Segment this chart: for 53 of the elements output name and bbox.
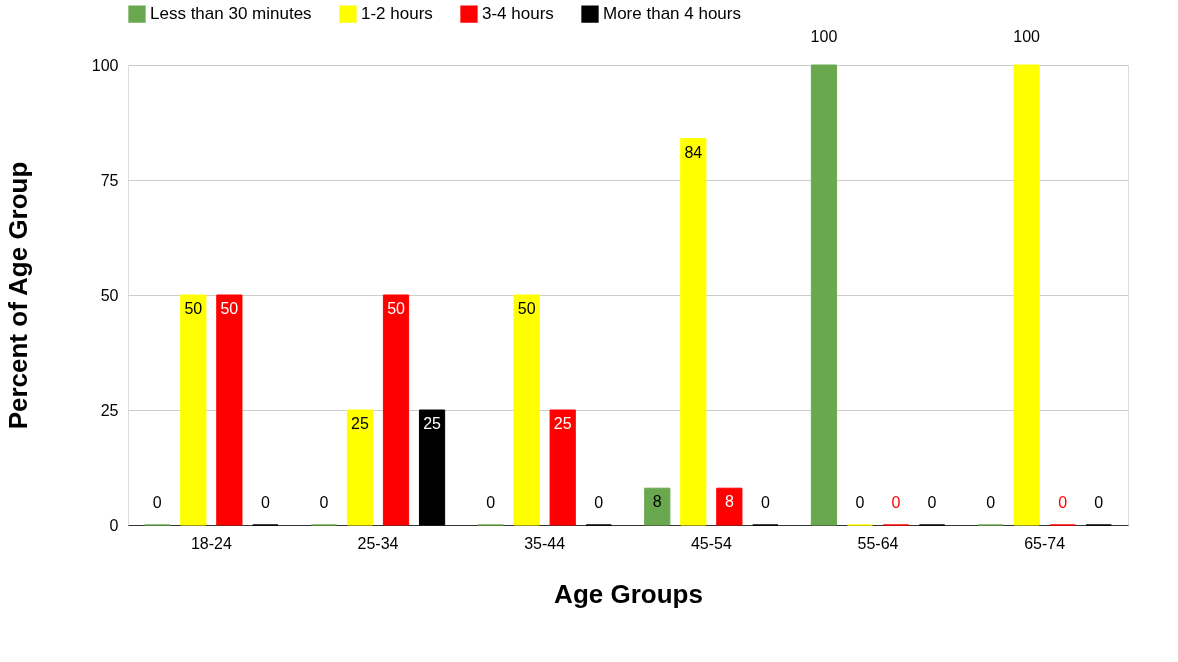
bar bbox=[680, 138, 707, 526]
data-label: 50 bbox=[387, 300, 406, 317]
data-label: 0 bbox=[855, 494, 865, 511]
bar bbox=[810, 64, 838, 526]
y-axis-title: Percent of Age Group bbox=[2, 161, 33, 430]
data-label: 0 bbox=[319, 494, 329, 511]
data-label: 0 bbox=[927, 494, 937, 511]
data-label: 0 bbox=[594, 494, 604, 511]
data-label: 50 bbox=[220, 300, 239, 317]
x-tick-label: 45-54 bbox=[690, 534, 732, 552]
bar bbox=[549, 409, 576, 526]
x-tick-label: 55-64 bbox=[857, 534, 899, 552]
data-label: 8 bbox=[652, 493, 662, 511]
bar bbox=[1013, 64, 1040, 526]
bar bbox=[346, 409, 374, 526]
data-label: 50 bbox=[517, 300, 536, 317]
x-tick-label: 25-34 bbox=[357, 534, 399, 552]
data-label: 0 bbox=[986, 494, 996, 511]
data-label: 0 bbox=[1058, 494, 1068, 511]
data-label: 25 bbox=[351, 415, 369, 432]
data-label: 0 bbox=[152, 494, 162, 511]
bar bbox=[716, 487, 743, 526]
data-label: 100 bbox=[1013, 28, 1041, 45]
data-label: 84 bbox=[684, 143, 703, 161]
bar bbox=[382, 294, 410, 526]
data-label: 25 bbox=[553, 415, 572, 432]
data-label: 0 bbox=[760, 494, 770, 511]
data-label: 0 bbox=[486, 494, 496, 511]
x-tick-label: 35-44 bbox=[524, 534, 566, 552]
data-label: 100 bbox=[810, 28, 838, 45]
x-tick-label: 18-24 bbox=[190, 534, 232, 552]
bar bbox=[418, 409, 446, 526]
legend-label: Less than 30 minutes bbox=[150, 4, 312, 24]
bar bbox=[216, 294, 243, 526]
bar bbox=[513, 294, 540, 526]
y-tick-label: 100 bbox=[91, 56, 119, 74]
legend-label: 1-2 hours bbox=[361, 4, 433, 24]
bar bbox=[644, 487, 671, 526]
data-label: 8 bbox=[724, 493, 734, 511]
data-label: 25 bbox=[423, 415, 442, 432]
data-label: 0 bbox=[1094, 494, 1104, 511]
y-tick-label: 50 bbox=[100, 286, 119, 304]
y-tick-label: 25 bbox=[100, 401, 119, 419]
bar bbox=[180, 294, 207, 526]
y-tick-label: 75 bbox=[100, 171, 119, 189]
x-tick-label: 65-74 bbox=[1024, 534, 1066, 552]
data-label: 0 bbox=[260, 494, 270, 511]
data-label: 0 bbox=[891, 494, 901, 511]
y-tick-label: 0 bbox=[109, 516, 119, 534]
x-axis-title: Age Groups bbox=[554, 578, 703, 609]
legend-label: More than 4 hours bbox=[603, 4, 741, 24]
data-label: 50 bbox=[184, 300, 203, 317]
legend-label: 3-4 hours bbox=[482, 4, 554, 24]
